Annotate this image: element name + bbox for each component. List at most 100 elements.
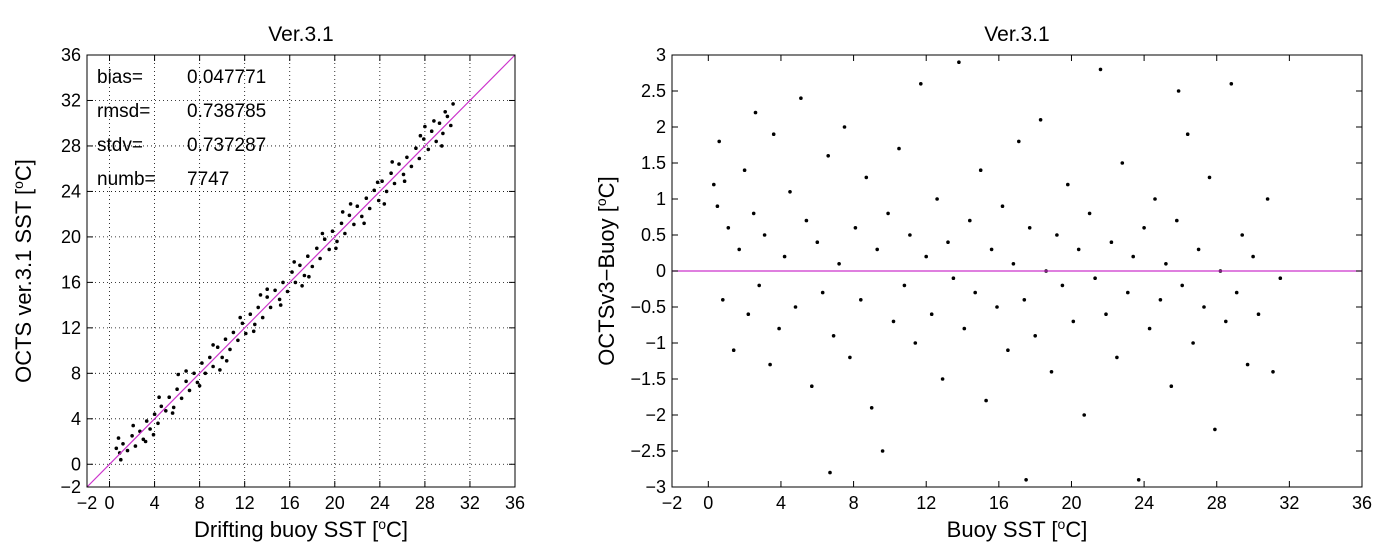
- right-point: [1017, 139, 1021, 144]
- right-point: [886, 211, 890, 216]
- left-point: [380, 179, 384, 183]
- right-ytick-label: −3: [645, 477, 666, 497]
- left-point: [248, 312, 253, 317]
- left-point: [405, 155, 409, 160]
- left-point: [307, 274, 311, 279]
- left-xtick-label: 16: [280, 493, 300, 513]
- right-point: [1185, 132, 1190, 136]
- left-point: [224, 359, 229, 363]
- left-point: [414, 146, 418, 150]
- right-point: [1256, 312, 1261, 317]
- right-xtick-label: 0: [703, 493, 713, 513]
- right-ytick-label: 2: [656, 117, 666, 137]
- right-point: [1093, 276, 1097, 281]
- left-point: [215, 345, 220, 350]
- left-point: [164, 409, 168, 413]
- left-point: [322, 237, 327, 241]
- right-point: [880, 449, 885, 453]
- right-point: [946, 240, 950, 244]
- left-chart: −2 0 4 8 12 16 20 24 28 32 36 −2 0 4 8 12 16 20 24 28 32 36 Ve…: [10, 23, 525, 542]
- left-point: [114, 446, 119, 451]
- right-point: [848, 355, 852, 360]
- left-point: [133, 444, 138, 448]
- left-point: [392, 181, 397, 186]
- left-point: [293, 280, 298, 285]
- right-point: [751, 211, 756, 216]
- left-point: [372, 188, 377, 193]
- left-xtick-label: 8: [195, 493, 205, 513]
- right-point: [989, 247, 994, 252]
- left-xtick-label: 4: [150, 493, 160, 513]
- left-ytick-label: 16: [61, 272, 81, 292]
- left-point: [402, 179, 407, 183]
- left-xtick-label: 36: [505, 493, 525, 513]
- left-point: [375, 180, 380, 185]
- left-point: [334, 246, 338, 251]
- right-point: [902, 283, 907, 288]
- left-point: [310, 264, 315, 269]
- right-point: [978, 168, 983, 172]
- left-point: [192, 371, 196, 376]
- right-point: [1022, 298, 1027, 302]
- right-point: [1158, 298, 1163, 302]
- right-point: [935, 197, 939, 201]
- left-point: [298, 263, 302, 268]
- left-point: [401, 172, 406, 177]
- left-point: [157, 395, 161, 400]
- right-point: [1060, 283, 1065, 288]
- left-point: [143, 439, 148, 444]
- left-point: [451, 102, 455, 106]
- right-point: [1202, 305, 1206, 309]
- right-point: [1169, 384, 1174, 389]
- left-stat-label: stdv=: [97, 135, 143, 156]
- right-point: [1011, 262, 1016, 266]
- left-point: [152, 412, 157, 417]
- left-point: [422, 137, 426, 141]
- left-point: [119, 457, 123, 462]
- left-point: [228, 347, 232, 352]
- right-point: [875, 247, 879, 252]
- right-point: [957, 60, 961, 64]
- right-ytick-label: 0: [656, 261, 666, 281]
- right-point: [897, 146, 901, 151]
- left-point: [265, 287, 270, 292]
- left-point: [320, 231, 325, 236]
- right-point: [1033, 334, 1037, 338]
- right-point: [815, 240, 820, 244]
- right-point: [984, 398, 988, 403]
- left-point: [367, 206, 372, 211]
- left-point: [268, 305, 273, 310]
- left-ylabel: OCTS ver.3.1 SST [oC]: [10, 159, 36, 383]
- left-point: [141, 437, 146, 442]
- right-point: [1164, 262, 1168, 266]
- left-xlabel: Drifting buoy SST [oC]: [194, 516, 408, 542]
- left-point: [156, 421, 160, 426]
- right-xtick-label: 8: [849, 493, 859, 513]
- left-point: [151, 432, 156, 437]
- left-point: [258, 293, 263, 297]
- right-point: [826, 154, 830, 158]
- right-ytick-label: 2.5: [641, 81, 666, 101]
- left-point: [240, 321, 245, 326]
- right-xtick-label: 24: [1134, 493, 1154, 513]
- left-xtick-label: 12: [235, 493, 255, 513]
- right-point: [1251, 254, 1255, 259]
- left-ytick-label: 20: [61, 227, 81, 247]
- right-point: [753, 110, 758, 115]
- left-identity-line: [86, 54, 516, 488]
- left-point: [281, 280, 285, 285]
- right-point: [1055, 233, 1059, 237]
- right-point: [951, 276, 956, 281]
- left-point: [364, 196, 369, 200]
- right-point: [1024, 478, 1028, 482]
- right-ytick-label: −2.5: [630, 441, 666, 461]
- left-xtick-label: −2: [77, 493, 98, 513]
- left-ytick-label: 32: [61, 90, 81, 110]
- left-point: [167, 395, 171, 400]
- right-point: [1071, 319, 1076, 324]
- left-point: [184, 369, 188, 373]
- right-xtick-label: 32: [1279, 493, 1299, 513]
- left-point: [432, 119, 436, 123]
- left-point: [265, 295, 270, 299]
- left-point: [170, 411, 175, 415]
